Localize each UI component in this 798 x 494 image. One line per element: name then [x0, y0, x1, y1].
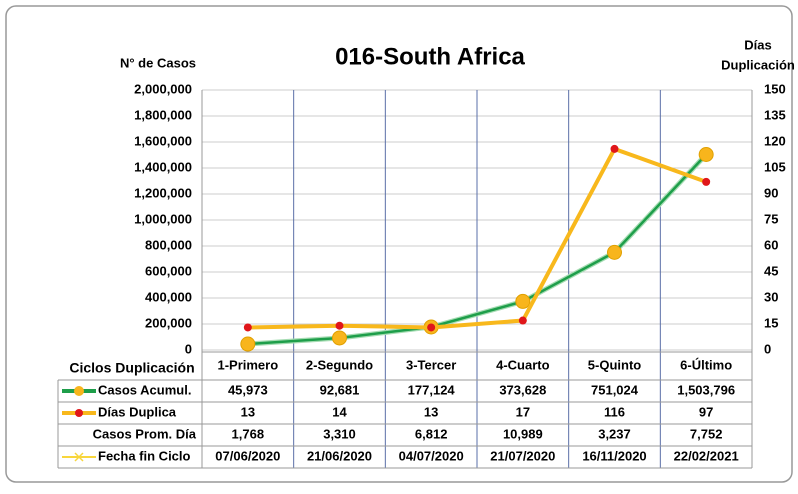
legend-marker — [74, 386, 84, 396]
y-tick-label: 1,600,000 — [134, 133, 192, 148]
series-marker — [607, 244, 622, 260]
y-tick-label: 200,000 — [145, 315, 192, 330]
y2-axis-title: Días — [744, 37, 771, 52]
series-marker — [610, 144, 619, 153]
y2-tick-label: 0 — [764, 341, 771, 356]
category-label: 4-Cuarto — [496, 357, 550, 372]
series-marker — [515, 293, 531, 309]
table-cell: 13 — [424, 404, 438, 419]
table-cell: 10,989 — [503, 426, 543, 441]
category-label: 1-Primero — [217, 357, 278, 372]
y2-tick-label: 105 — [764, 159, 786, 174]
table-cell: 3,237 — [598, 426, 631, 441]
series-marker — [702, 177, 711, 186]
chart-title: 016-South Africa — [335, 43, 525, 70]
y-tick-label: 1,800,000 — [134, 107, 192, 122]
series-line — [247, 153, 708, 346]
legend-label: Fecha fin Ciclo — [98, 448, 191, 463]
y-tick-label: 2,000,000 — [134, 81, 192, 96]
table-cell: 07/06/2020 — [215, 448, 280, 463]
legend-label: Casos Prom. Día — [93, 426, 197, 441]
table-cell: 7,752 — [690, 426, 723, 441]
series-marker — [332, 330, 347, 346]
y-tick-label: 1,200,000 — [134, 185, 192, 200]
y-tick-label: 1,400,000 — [134, 159, 192, 174]
table-cell: 373,628 — [499, 382, 546, 397]
table-cell: 92,681 — [320, 382, 360, 397]
table-cell: 116 — [604, 404, 625, 419]
table-cell: 1,768 — [232, 426, 265, 441]
y-tick-label: 600,000 — [145, 263, 192, 278]
y2-tick-label: 120 — [764, 133, 786, 148]
table-cell: 177,124 — [408, 382, 456, 397]
y2-tick-label: 150 — [764, 81, 786, 96]
table-cell: 97 — [699, 404, 713, 419]
y2-tick-label: 45 — [764, 263, 778, 278]
category-label: 5-Quinto — [588, 357, 641, 372]
table-cell: 17 — [516, 404, 530, 419]
table-cell: 13 — [241, 404, 255, 419]
table-cell: 22/02/2021 — [674, 448, 739, 463]
series-marker — [518, 316, 527, 325]
y2-axis-title: Duplicación — [721, 57, 795, 72]
y-tick-label: 1,000,000 — [134, 211, 192, 226]
legend-label: Días Duplica — [98, 404, 177, 419]
y-tick-label: 800,000 — [145, 237, 192, 252]
category-label: 2-Segundo — [306, 357, 373, 372]
y-axis-title: N° de Casos — [120, 55, 196, 70]
table-cell: 21/07/2020 — [490, 448, 555, 463]
legend-marker — [75, 409, 83, 417]
table-cell: 21/06/2020 — [307, 448, 372, 463]
table-cell: 751,024 — [591, 382, 639, 397]
table-cell: 6,812 — [415, 426, 448, 441]
table-cell: 3,310 — [323, 426, 356, 441]
y2-tick-label: 90 — [764, 185, 778, 200]
table-cell: 1,503,796 — [677, 382, 735, 397]
table-cell: 45,973 — [228, 382, 268, 397]
table-header: Ciclos Duplicación — [69, 360, 194, 376]
table-cell: 16/11/2020 — [582, 448, 646, 463]
series-marker — [427, 323, 436, 332]
y2-tick-label: 135 — [764, 107, 786, 122]
category-label: 6-Último — [680, 357, 732, 372]
table-cell: 04/07/2020 — [399, 448, 464, 463]
legend-marker — [74, 452, 84, 462]
series-marker — [240, 336, 256, 352]
category-label: 3-Tercer — [406, 357, 456, 372]
y2-tick-label: 75 — [764, 211, 778, 226]
y-tick-label: 400,000 — [145, 289, 192, 304]
y-tick-label: 0 — [185, 341, 192, 356]
y2-tick-label: 15 — [764, 315, 778, 330]
table-cell: 14 — [332, 404, 347, 419]
series-marker — [698, 147, 714, 163]
y2-tick-label: 60 — [764, 237, 778, 252]
series-marker — [335, 321, 344, 330]
series-line — [247, 146, 707, 330]
series-marker — [243, 323, 252, 332]
legend-label: Casos Acumul. — [98, 382, 191, 397]
y2-tick-label: 30 — [764, 289, 778, 304]
